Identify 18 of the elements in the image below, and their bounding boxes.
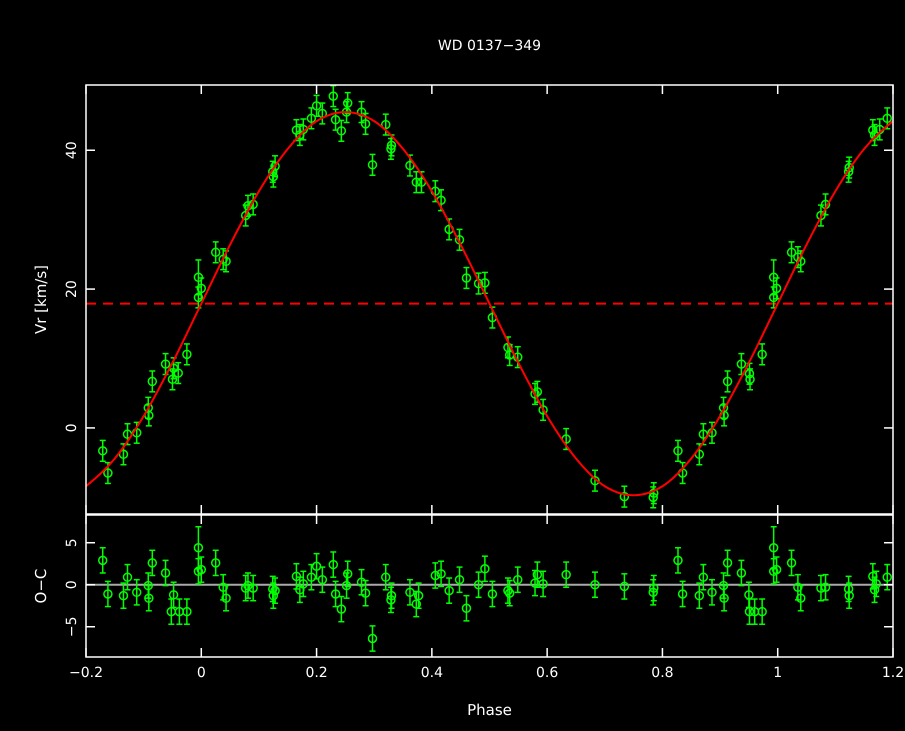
x-tick-label: 1.2 xyxy=(882,665,904,681)
chart-title: WD 0137−349 xyxy=(438,38,542,54)
y-tick-label: 0 xyxy=(64,580,80,590)
y-tick-label: 5 xyxy=(64,538,80,548)
x-tick-label: 1 xyxy=(773,665,782,681)
x-tick-label: 0.2 xyxy=(305,665,328,681)
x-tick-label: 0 xyxy=(196,665,206,681)
x-tick-label: 0.8 xyxy=(651,665,674,681)
y-tick-label: 0 xyxy=(64,423,80,432)
y-tick-label: 20 xyxy=(64,280,80,298)
x-tick-label: 0.4 xyxy=(420,665,444,681)
x-tick-label: 0.6 xyxy=(536,665,558,681)
x-tick-label: −0.2 xyxy=(69,665,103,681)
y-axis-title: O−C xyxy=(32,568,50,604)
y-tick-label: 40 xyxy=(64,141,80,160)
y-axis-title: Vr [km/s] xyxy=(32,264,50,334)
y-tick-label: −5 xyxy=(64,616,80,638)
x-axis-title: Phase xyxy=(467,701,512,719)
